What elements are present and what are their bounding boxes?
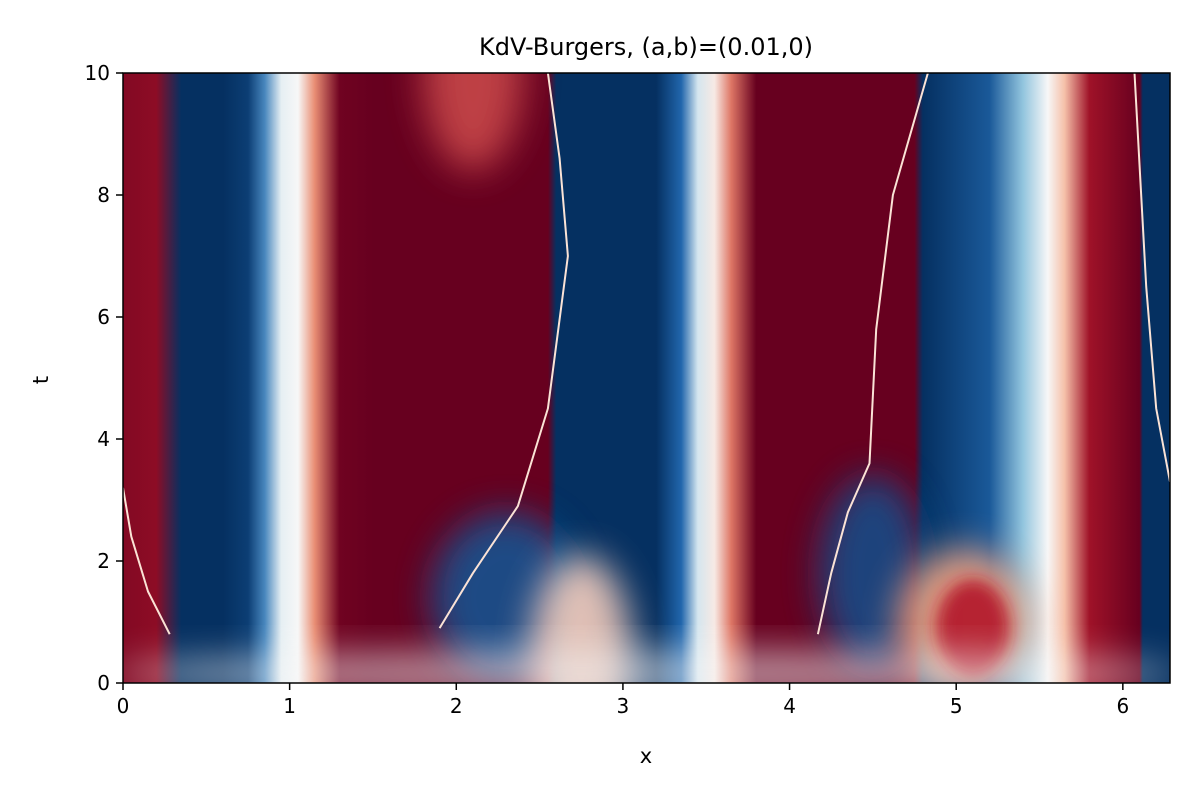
top-light-bump <box>422 73 523 171</box>
shock-fronts <box>123 73 1170 635</box>
shock-front-4 <box>1133 73 1170 482</box>
x-axis-ticks: 0 1 2 3 4 5 6 <box>117 683 1129 718</box>
x-tick-label: 6 <box>1116 694 1129 718</box>
y-tick-label: 4 <box>97 427 110 451</box>
bottom-red-bump <box>936 579 1010 677</box>
x-tick-label: 4 <box>783 694 796 718</box>
x-tick-label: 1 <box>283 694 296 718</box>
x-tick-label: 5 <box>950 694 963 718</box>
x-tick-label: 0 <box>117 694 130 718</box>
y-tick-label: 8 <box>97 183 110 207</box>
heatmap-regions <box>123 73 1170 683</box>
x-tick-label: 3 <box>617 694 630 718</box>
x-tick-label: 2 <box>450 694 463 718</box>
plot-area <box>123 73 1170 683</box>
y-tick-label: 10 <box>85 61 110 85</box>
y-tick-label: 6 <box>97 305 110 329</box>
shock-front-2 <box>438 73 569 629</box>
initial-strip <box>123 649 1170 683</box>
y-axis-ticks: 0 2 4 6 8 10 <box>85 61 123 695</box>
x-axis-label: x <box>640 744 652 768</box>
shock-front-3 <box>816 73 929 635</box>
plot-frame <box>122 72 1171 684</box>
shock-front-1 <box>123 487 171 635</box>
y-axis-label: t <box>29 376 53 384</box>
chart-title: KdV-Burgers, (a,b)=(0.01,0) <box>479 33 813 61</box>
y-tick-label: 0 <box>97 671 110 695</box>
y-tick-label: 2 <box>97 549 110 573</box>
